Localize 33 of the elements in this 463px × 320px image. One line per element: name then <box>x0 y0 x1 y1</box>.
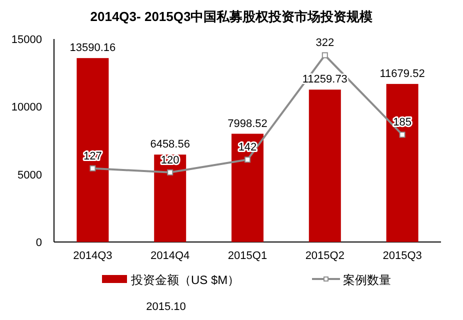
point <box>322 52 328 58</box>
y-tick-label: 10000 <box>11 102 42 114</box>
text: 2015.10 <box>146 301 186 313</box>
data-label: 142 <box>238 142 257 154</box>
data-label: 11679.52 <box>380 68 425 80</box>
y-tick-label: 5000 <box>18 169 42 182</box>
point <box>167 169 174 176</box>
data-label: 127 <box>84 150 102 162</box>
x-tick-label: 2014Q4 <box>150 250 190 262</box>
data-label: 185 <box>393 116 412 129</box>
point <box>244 156 250 163</box>
data-label: 6458.56 <box>150 138 190 151</box>
chart-title: 2014Q3- 2015Q3中国私募股权投资市场投资规模 <box>90 9 373 24</box>
y-tick-label: 15000 <box>11 34 42 46</box>
bar <box>76 58 109 242</box>
point <box>90 165 96 172</box>
legend-label: 投资金额（US $M） <box>130 273 240 287</box>
bar <box>232 134 264 242</box>
bar <box>308 90 341 242</box>
point <box>399 132 406 138</box>
legend-label: 案例数量 <box>343 273 391 287</box>
data-label: 11259.73 <box>302 74 348 86</box>
data-label: 7998.52 <box>228 118 268 130</box>
bar <box>386 84 418 242</box>
y-tick-label: 0 <box>36 237 42 249</box>
x-tick-label: 2015Q1 <box>228 250 268 262</box>
x-tick-label: 2015Q2 <box>305 250 344 262</box>
x-tick-label: 2014Q3 <box>73 250 112 262</box>
data-label: 13590.16 <box>70 42 116 54</box>
bar <box>154 154 186 242</box>
x-tick-label: 2015Q3 <box>382 250 422 262</box>
data-label: 120 <box>160 154 180 166</box>
data-label: 322 <box>316 37 334 50</box>
